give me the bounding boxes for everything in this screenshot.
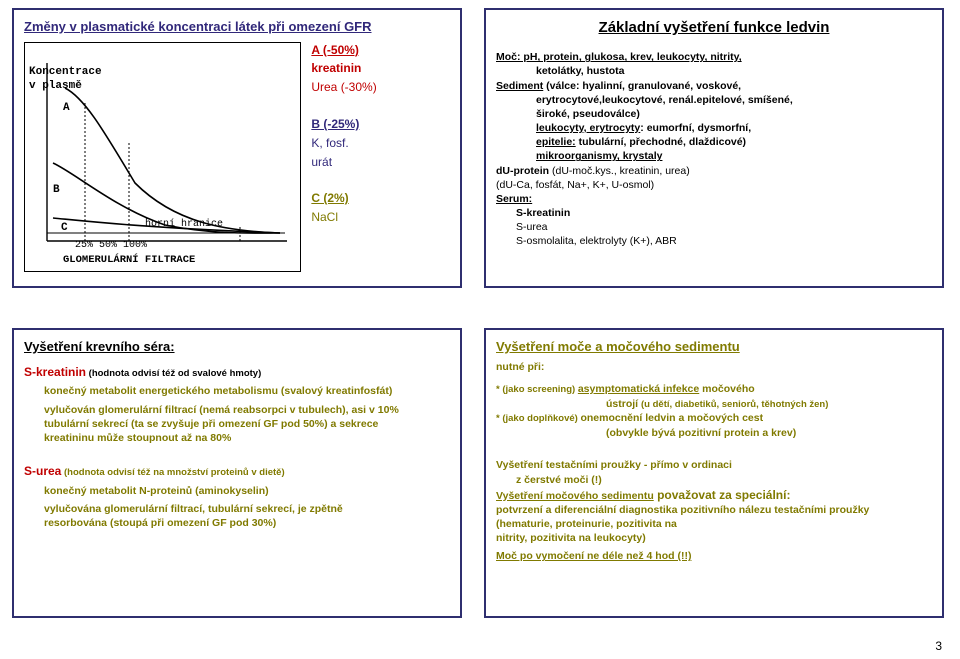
slide-kidney-function: Základní vyšetření funkce ledvin Moč: pH… bbox=[484, 8, 944, 288]
sediment-l2: potvrzení a diferenciální diagnostika po… bbox=[496, 503, 926, 531]
b2-l2: (obvykle bývá pozitivní protein a krev) bbox=[496, 426, 932, 440]
legend-b: B (-25%) bbox=[311, 116, 450, 133]
s-kreatinin-note: (hodnota odvisí též od svalové hmoty) bbox=[86, 368, 261, 379]
du-protein-label: dU-protein bbox=[496, 165, 549, 177]
curve-label-a: A bbox=[63, 101, 70, 116]
s-urea-label: S-urea bbox=[24, 464, 61, 478]
s-kreatinin: S-kreatinin bbox=[516, 206, 932, 220]
serum: Serum: bbox=[496, 192, 932, 206]
legend-urea: Urea (-30%) bbox=[311, 79, 450, 96]
slide4-subtitle: nutné při: bbox=[496, 360, 932, 374]
leuk-ery-label: leukocyty, erytrocyty bbox=[536, 122, 640, 134]
chart-box: Koncentrace v plasmě A B C horní hranice… bbox=[24, 42, 301, 272]
b1-u: asymptomatická infekce bbox=[578, 383, 699, 395]
urea-p1: konečný metabolit N-proteinů (aminokysel… bbox=[44, 484, 450, 498]
b1-post: močového bbox=[699, 383, 754, 395]
legend-kfosf: K, fosf. bbox=[311, 135, 450, 152]
horni-hranice: horní hranice bbox=[145, 218, 223, 232]
b1-l2-label: ústrojí bbox=[606, 398, 641, 410]
page-number: 3 bbox=[935, 639, 942, 653]
slide2-title: Základní vyšetření funkce ledvin bbox=[599, 19, 830, 36]
epitelie-label: epitelie: bbox=[536, 136, 576, 148]
sediment-text: (válce: hyalinní, granulované, voskové, bbox=[543, 80, 741, 92]
chart-wrap: Koncentrace v plasmě A B C horní hranice… bbox=[24, 42, 450, 272]
mikro: mikroorganismy, krystaly bbox=[536, 149, 932, 163]
moc-label: Moč: pH, protein, glukosa, krev, leukocy… bbox=[496, 51, 742, 63]
slide-gfr-chart: Změny v plasmatické koncentraci látek př… bbox=[12, 8, 462, 288]
test-strips: Vyšetření testačními proužky - přímo v o… bbox=[496, 458, 932, 472]
sediment-l3: široké, pseudoválce) bbox=[536, 107, 932, 121]
slide1-title: Změny v plasmatické koncentraci látek př… bbox=[24, 18, 450, 36]
urea-p2: vylučována glomerulární filtrací, tubulá… bbox=[44, 502, 404, 530]
b2: * (jako doplňkové) onemocnění ledvin a m… bbox=[496, 411, 932, 426]
slide-urine-tests: Vyšetření moče a močového sedimentu nutn… bbox=[484, 328, 944, 618]
legend-c: C (2%) bbox=[311, 190, 450, 207]
leuk-ery-text: : eumorfní, dysmorfní, bbox=[640, 122, 751, 134]
chart-legend: A (-50%) kreatinin Urea (-30%) B (-25%) … bbox=[301, 42, 450, 272]
slide4-title: Vyšetření moče a močového sedimentu bbox=[496, 338, 932, 356]
x-axis-label: GLOMERULÁRNÍ FILTRACE bbox=[63, 253, 195, 267]
legend-kreatinin: kreatinin bbox=[311, 60, 450, 77]
sediment-special-pre: Vyšetření močového sedimentu bbox=[496, 490, 654, 502]
s-urea: S-urea bbox=[516, 220, 932, 234]
sediment-special-post: považovat za speciální: bbox=[654, 488, 791, 502]
y-label-2: v plasmě bbox=[29, 79, 82, 94]
du-ca: (dU-Ca, fosfát, Na+, K+, U-osmol) bbox=[496, 178, 932, 192]
kreatinin-p1: konečný metabolit energetického metaboli… bbox=[44, 384, 404, 398]
slide-serum-tests: Vyšetření krevního séra: S-kreatinin (ho… bbox=[12, 328, 462, 618]
sediment-l2: erytrocytové,leukocytové, renál.epitelov… bbox=[536, 93, 932, 107]
b1-l2-text: (u dětí, diabetiků, seniorů, těhotných ž… bbox=[641, 399, 828, 410]
sediment-label: Sediment bbox=[496, 80, 543, 92]
kreatinin-p2: vylučován glomerulární filtrací (nemá re… bbox=[44, 403, 424, 446]
curve-label-c: C bbox=[61, 221, 68, 236]
test-strips-l2: z čerstvé moči (!) bbox=[516, 473, 932, 487]
legend-nacl: NaCl bbox=[311, 209, 450, 226]
curve-label-b: B bbox=[53, 183, 60, 198]
legend-a: A (-50%) bbox=[311, 42, 450, 59]
sediment-l3: nitrity, pozitivita na leukocyty) bbox=[496, 531, 932, 545]
x-ticks: 25% 50% 100% bbox=[75, 239, 147, 253]
moc-line2: ketolátky, hustota bbox=[536, 64, 932, 78]
slide3-title: Vyšetření krevního séra: bbox=[24, 338, 450, 356]
s-kreatinin-label: S-kreatinin bbox=[24, 365, 86, 379]
b1-pre: * (jako screening) bbox=[496, 384, 578, 395]
s-urea-note: (hodnota odvisí též na množství proteinů… bbox=[61, 467, 284, 478]
epitelie-text: tubulární, přechodné, dlaždicové) bbox=[576, 136, 746, 148]
du-protein-text: (dU-moč.kys., kreatinin, urea) bbox=[549, 165, 690, 177]
s-osm: S-osmolalita, elektrolyty (K+), ABR bbox=[516, 234, 932, 248]
y-label-1: Koncentrace bbox=[29, 65, 102, 80]
legend-urat: urát bbox=[311, 154, 450, 171]
final-note: Moč po vymočení ne déle než 4 hod (!!) bbox=[496, 549, 932, 563]
